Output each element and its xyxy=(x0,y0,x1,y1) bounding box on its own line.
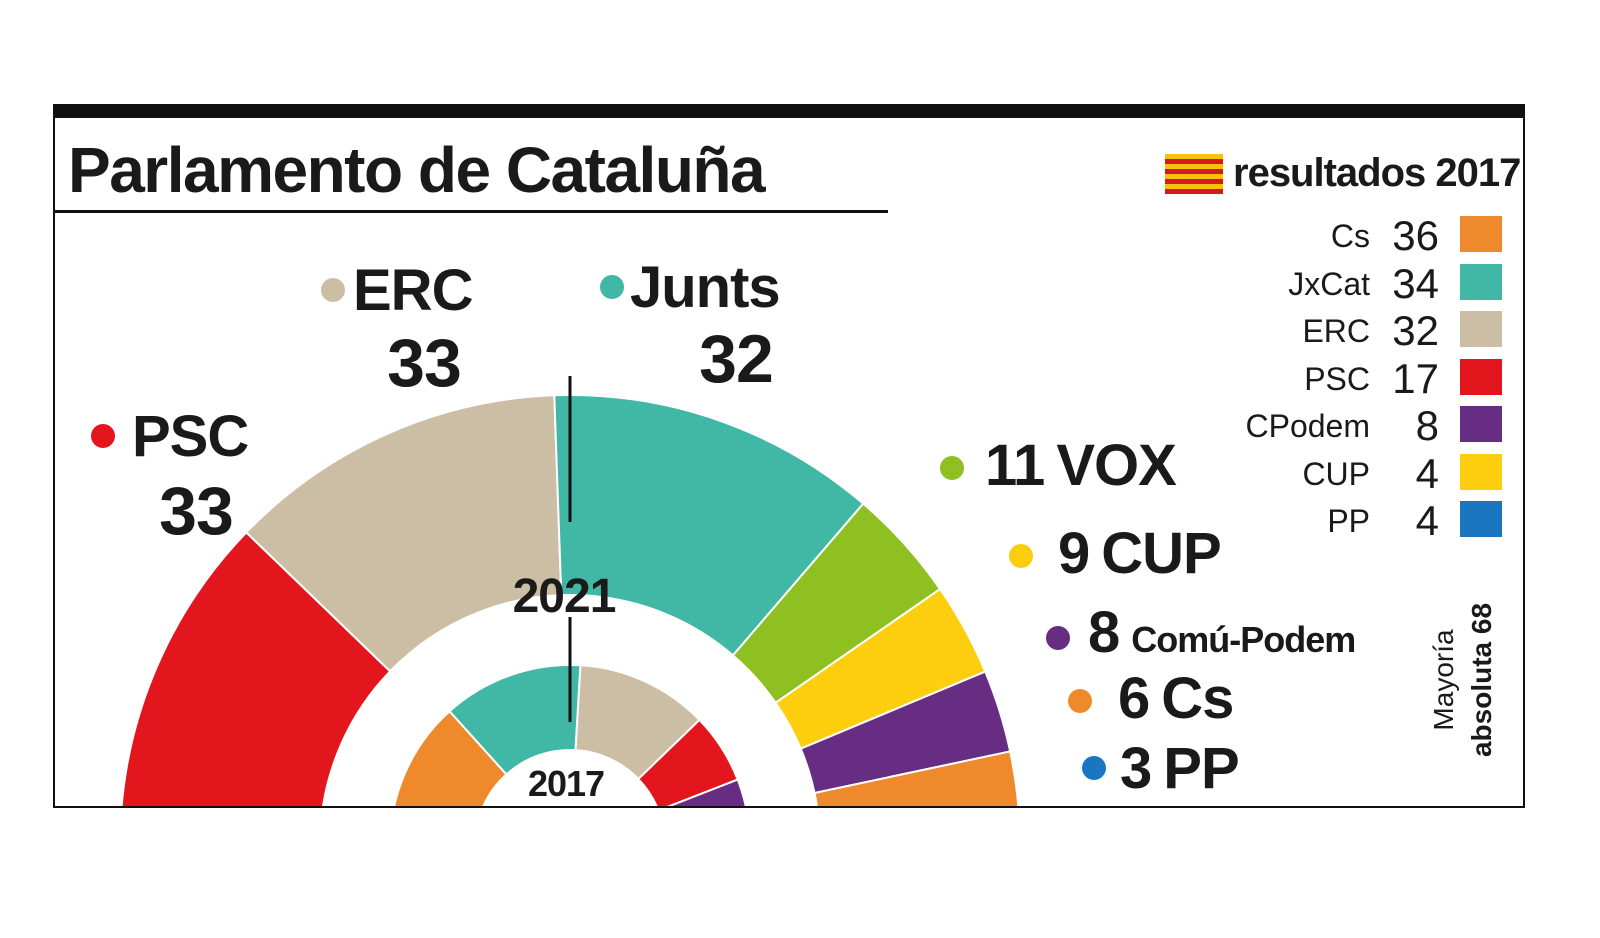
label-comu-podem-name: Comú-Podem xyxy=(1131,619,1355,660)
dot-pp xyxy=(1082,756,1106,780)
legend-item-value: 17 xyxy=(1392,354,1439,402)
label-comu-podem-value: 8 xyxy=(1088,600,1119,665)
legend-item-name: CUP xyxy=(1302,455,1370,492)
legend-item-value: 8 xyxy=(1415,402,1439,449)
dot-comu-podem xyxy=(1046,626,1070,650)
year-label-2021: 2021 xyxy=(513,570,616,623)
legend-swatch xyxy=(1460,406,1502,442)
label-erc-value: 33 xyxy=(387,325,461,401)
legend-item-psc: PSC 17 xyxy=(1180,354,1505,402)
label-cup-name: CUP xyxy=(1101,521,1220,586)
legend-item-value: 4 xyxy=(1415,449,1439,497)
legend-item-cs: Cs 36 xyxy=(1180,212,1505,259)
seats-2017-segment-cup xyxy=(663,812,749,836)
legend-swatch xyxy=(1460,453,1502,490)
label-pp-name: PP xyxy=(1163,736,1238,801)
legend-item-pp: PP 4 xyxy=(1180,497,1505,544)
year-label-2017: 2017 xyxy=(528,763,604,804)
chart-title: Parlamento de Cataluña xyxy=(68,134,766,206)
legend-item-value: 32 xyxy=(1392,307,1439,354)
legend-item-name: ERC xyxy=(1302,313,1370,349)
seats-2021-segment-erc xyxy=(244,394,563,673)
legend-header: resultados 2017 xyxy=(1165,151,1521,196)
legend-title: resultados 2017 xyxy=(1233,151,1521,195)
legend-item-erc: ERC 32 xyxy=(1180,307,1505,354)
seats-2021-segment-cs xyxy=(813,750,1020,806)
dot-cs xyxy=(1068,689,1092,713)
legend-swatch xyxy=(1460,263,1502,300)
label-cup: 9 CUP xyxy=(1058,521,1221,586)
seats-2021-segment-psc xyxy=(120,530,392,806)
legend-item-cup: CUP 4 xyxy=(1180,449,1505,497)
majority-line-2: absoluta 68 xyxy=(1466,602,1497,758)
label-vox: 11 VOX xyxy=(985,433,1177,498)
label-cs: 6 Cs xyxy=(1118,666,1233,731)
dot-cup xyxy=(1009,544,1033,568)
legend-swatch xyxy=(1460,311,1502,347)
dot-psc xyxy=(91,424,115,448)
label-vox-value: 11 xyxy=(985,433,1044,498)
legend-swatch xyxy=(1460,216,1502,252)
legend-item-value: 36 xyxy=(1392,212,1439,259)
title-underline xyxy=(55,210,888,213)
label-pp-value: 3 xyxy=(1120,736,1151,801)
seats-2017-segment-pp xyxy=(665,828,750,845)
legend-item-name: PSC xyxy=(1304,360,1370,397)
seats-2017-segment-cpodem xyxy=(667,778,747,806)
chart-frame xyxy=(53,104,1525,808)
legend-item-name: JxCat xyxy=(1288,265,1370,302)
legend-item-value: 34 xyxy=(1392,259,1439,307)
majority-note: Mayoría absoluta 68 xyxy=(1425,590,1505,770)
label-cs-name: Cs xyxy=(1161,666,1233,731)
label-psc-name: PSC xyxy=(132,404,248,469)
legend-swatch xyxy=(1460,501,1502,537)
legend-item-jxcat: JxCat 34 xyxy=(1180,259,1505,307)
seats-2021-segment-pp xyxy=(819,814,1020,845)
legend-item-name: CPodem xyxy=(1245,408,1371,444)
label-cs-value: 6 xyxy=(1118,666,1149,731)
label-erc-name: ERC xyxy=(353,258,473,323)
majority-line-1: Mayoría xyxy=(1428,629,1459,731)
dot-junts xyxy=(600,275,624,299)
label-vox-name: VOX xyxy=(1056,433,1177,498)
legend-swatch xyxy=(1460,358,1502,395)
label-pp: 3 PP xyxy=(1120,736,1239,801)
label-comu-podem: 8 Comú-Podem xyxy=(1088,600,1355,665)
label-junts-value: 32 xyxy=(699,321,773,397)
dot-erc xyxy=(321,278,345,302)
label-psc-value: 33 xyxy=(159,473,233,549)
label-junts-name: Junts xyxy=(630,255,780,320)
legend-item-name: Cs xyxy=(1330,218,1370,254)
legend-item-name: PP xyxy=(1327,503,1370,539)
legend-item-value: 4 xyxy=(1415,497,1439,544)
legend-item-cpodem: CPodem 8 xyxy=(1180,402,1505,449)
dot-vox xyxy=(940,456,964,480)
label-cup-value: 9 xyxy=(1058,521,1089,586)
catalan-flag-icon xyxy=(1165,153,1223,194)
